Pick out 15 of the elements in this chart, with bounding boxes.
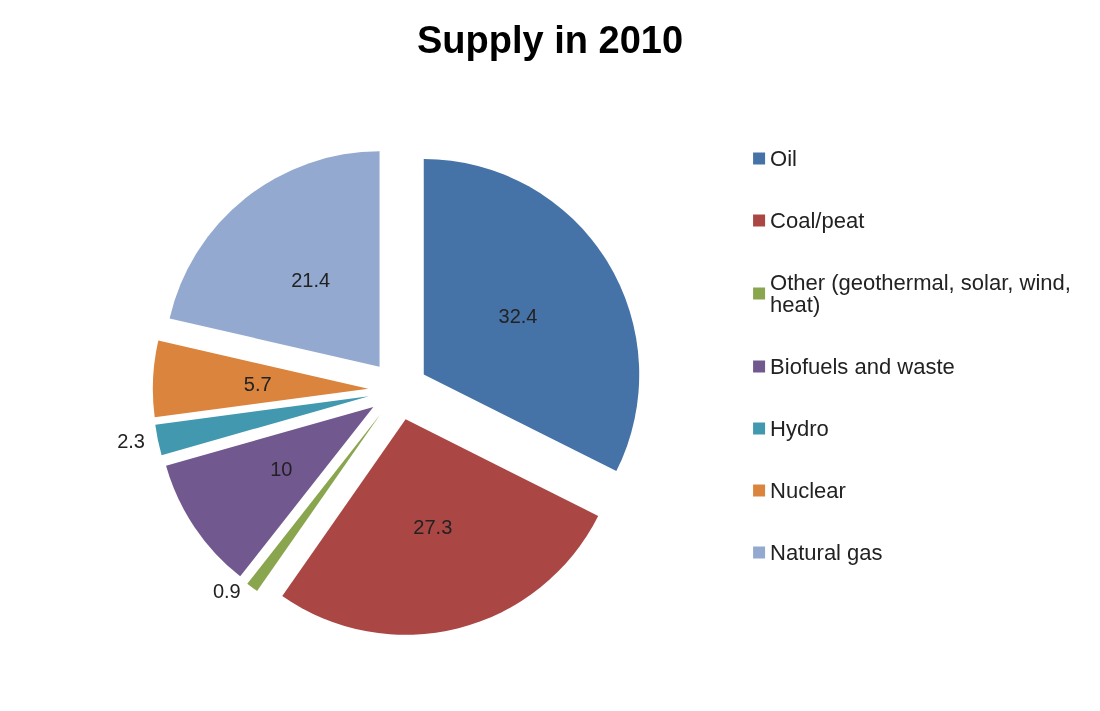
legend-label: Other (geothermal, solar, wind, heat) (770, 270, 1078, 317)
legend-label: Hydro (770, 416, 829, 441)
data-label: 0.9 (212, 579, 241, 602)
data-label: 21.4 (291, 269, 331, 292)
legend-label: Coal/peat (770, 208, 865, 233)
legend-label: Oil (770, 146, 797, 171)
data-label: 27.3 (413, 515, 453, 538)
legend-label: Nuclear (770, 478, 846, 503)
data-label: 2.3 (117, 429, 145, 452)
data-label: 5.7 (243, 372, 272, 395)
chart-title: Supply in 2010 (416, 19, 684, 61)
data-label: 32.4 (498, 305, 538, 328)
legend-label: Biofuels and waste (770, 354, 955, 379)
data-label: 10 (270, 457, 293, 480)
legend-label: Natural gas (770, 540, 883, 565)
